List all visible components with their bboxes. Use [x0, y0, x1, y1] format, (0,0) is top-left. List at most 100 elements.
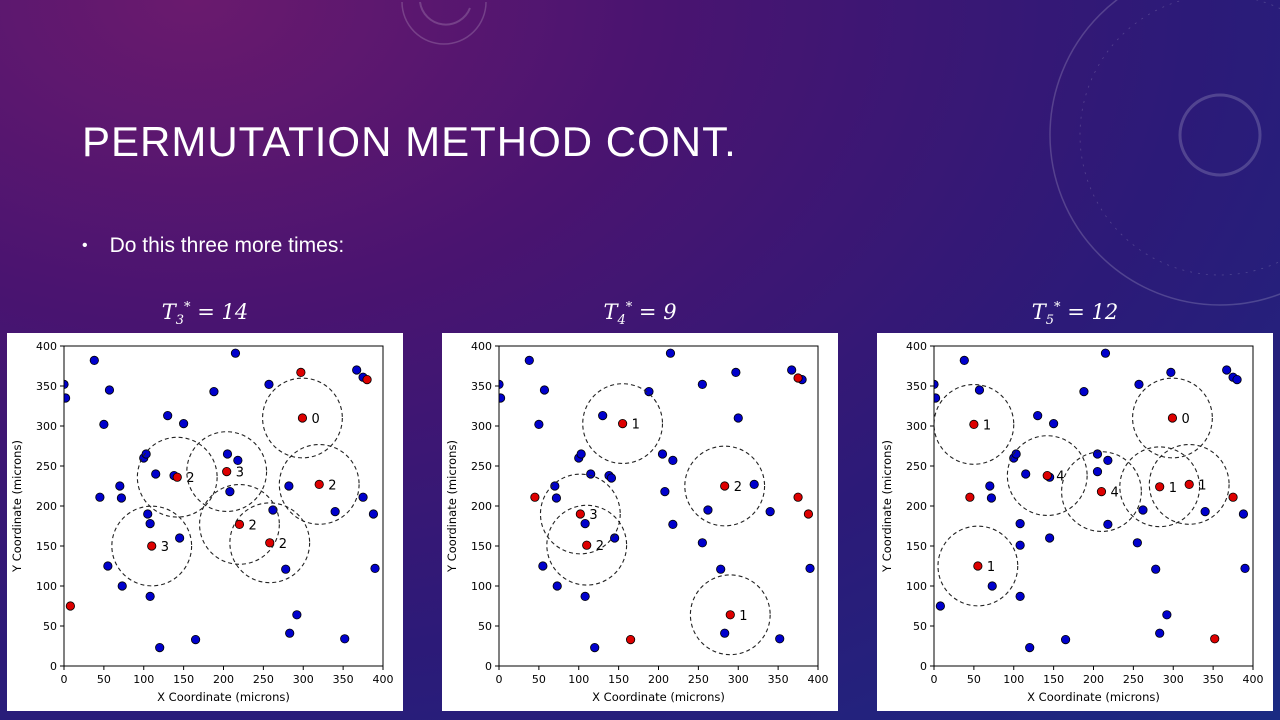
neighbor-count-label: 1: [983, 418, 991, 433]
blue-point: [104, 385, 115, 395]
neighbor-count-label: 4: [1110, 486, 1118, 501]
blue-point: [665, 348, 676, 358]
x-tick-label: 0: [931, 673, 938, 686]
red-point: [618, 419, 628, 429]
red-point: [575, 509, 585, 519]
blue-point: [986, 493, 997, 503]
red-point: [793, 373, 803, 383]
blue-point: [720, 628, 730, 638]
neighbor-count-label: 4: [1056, 470, 1064, 485]
blue-point: [230, 348, 241, 358]
y-tick-label: 50: [43, 620, 57, 633]
blue-point: [116, 493, 127, 503]
scatter-chart-1: 0 50 100 150 200 250 300 350 400 0 50 100 150 200 250 3…: [7, 333, 403, 711]
blue-point: [1238, 509, 1249, 519]
neighbor-count-label: 0: [1181, 412, 1189, 427]
blue-point: [733, 413, 743, 423]
blue-point: [644, 386, 654, 397]
blue-point: [987, 581, 997, 591]
neighbor-count-label: 2: [596, 539, 604, 554]
y-tick-label: 400: [36, 340, 57, 353]
y-tick-label: 100: [36, 580, 57, 593]
blue-point: [805, 563, 815, 573]
blue-point: [1015, 519, 1025, 529]
red-point: [973, 561, 983, 571]
blue-point: [368, 509, 379, 519]
search-radius-circle: [934, 383, 1015, 465]
search-radius-circle: [111, 505, 193, 587]
blue-point: [934, 393, 941, 403]
neighbor-count-label: 2: [328, 478, 336, 493]
blue-point: [1100, 348, 1111, 358]
y-tick-label: 0: [485, 660, 492, 673]
search-radius-circle: [937, 525, 1019, 607]
red-point: [296, 367, 306, 378]
blue-point: [1092, 449, 1103, 459]
blue-point: [580, 591, 590, 601]
blue-point: [1166, 367, 1176, 378]
bullet-item: • Do this three more times:: [82, 234, 344, 258]
blue-point: [64, 379, 69, 389]
blue-point: [143, 509, 153, 519]
blue-point: [499, 393, 506, 403]
blue-point: [340, 634, 350, 644]
blue-point: [1092, 467, 1103, 477]
blue-point: [697, 538, 707, 548]
blue-point: [552, 581, 562, 591]
blue-point: [155, 642, 165, 653]
x-tick-label: 0: [61, 673, 68, 686]
blue-point: [534, 419, 544, 430]
y-tick-label: 400: [906, 340, 927, 353]
blue-point: [209, 386, 219, 397]
red-point: [530, 492, 540, 502]
blue-point: [1151, 564, 1161, 574]
blue-point: [1200, 507, 1210, 517]
x-tick-label: 350: [333, 673, 354, 686]
plot-frame: [63, 345, 384, 667]
x-tick-label: 150: [1043, 673, 1064, 686]
neighbor-count-label: 2: [279, 537, 287, 552]
x-tick-label: 200: [1083, 673, 1104, 686]
red-point: [725, 610, 735, 620]
blue-point: [103, 561, 113, 571]
blue-point: [1015, 591, 1025, 601]
blue-point: [499, 379, 504, 389]
blue-point: [370, 563, 380, 573]
search-radius-circle: [186, 431, 268, 513]
bullet-text: Do this three more times:: [109, 234, 345, 257]
blue-point: [117, 581, 127, 591]
blue-point: [352, 365, 362, 375]
neighbor-count-label: 1: [987, 560, 995, 575]
x-tick-label: 300: [1163, 673, 1184, 686]
blue-point: [1033, 411, 1043, 421]
blue-point: [1060, 634, 1071, 645]
blue-point: [765, 507, 775, 517]
y-tick-label: 350: [36, 380, 57, 393]
x-tick-label: 150: [173, 673, 194, 686]
y-tick-label: 250: [36, 460, 57, 473]
blue-point: [281, 564, 291, 574]
plot-frame: [933, 345, 1254, 667]
bullet-dot-icon: •: [82, 237, 88, 254]
blue-point: [222, 449, 233, 459]
red-point: [1042, 471, 1052, 481]
blue-point: [787, 365, 797, 375]
neighbor-count-label: 2: [248, 518, 256, 533]
blue-point: [935, 601, 945, 611]
neighbor-count-label: 3: [236, 466, 244, 481]
neighbor-count-label: 3: [589, 508, 597, 523]
y-tick-label: 350: [906, 380, 927, 393]
y-tick-label: 100: [906, 580, 927, 593]
red-point: [582, 540, 592, 550]
blue-point: [268, 505, 278, 515]
blue-point: [550, 481, 560, 491]
red-point: [172, 472, 182, 482]
blue-point: [716, 564, 726, 574]
y-tick-label: 250: [471, 460, 492, 473]
red-point: [147, 541, 157, 551]
blue-point: [1132, 538, 1142, 548]
red-point: [965, 492, 975, 502]
red-point: [265, 538, 275, 548]
blue-point: [1103, 519, 1113, 529]
